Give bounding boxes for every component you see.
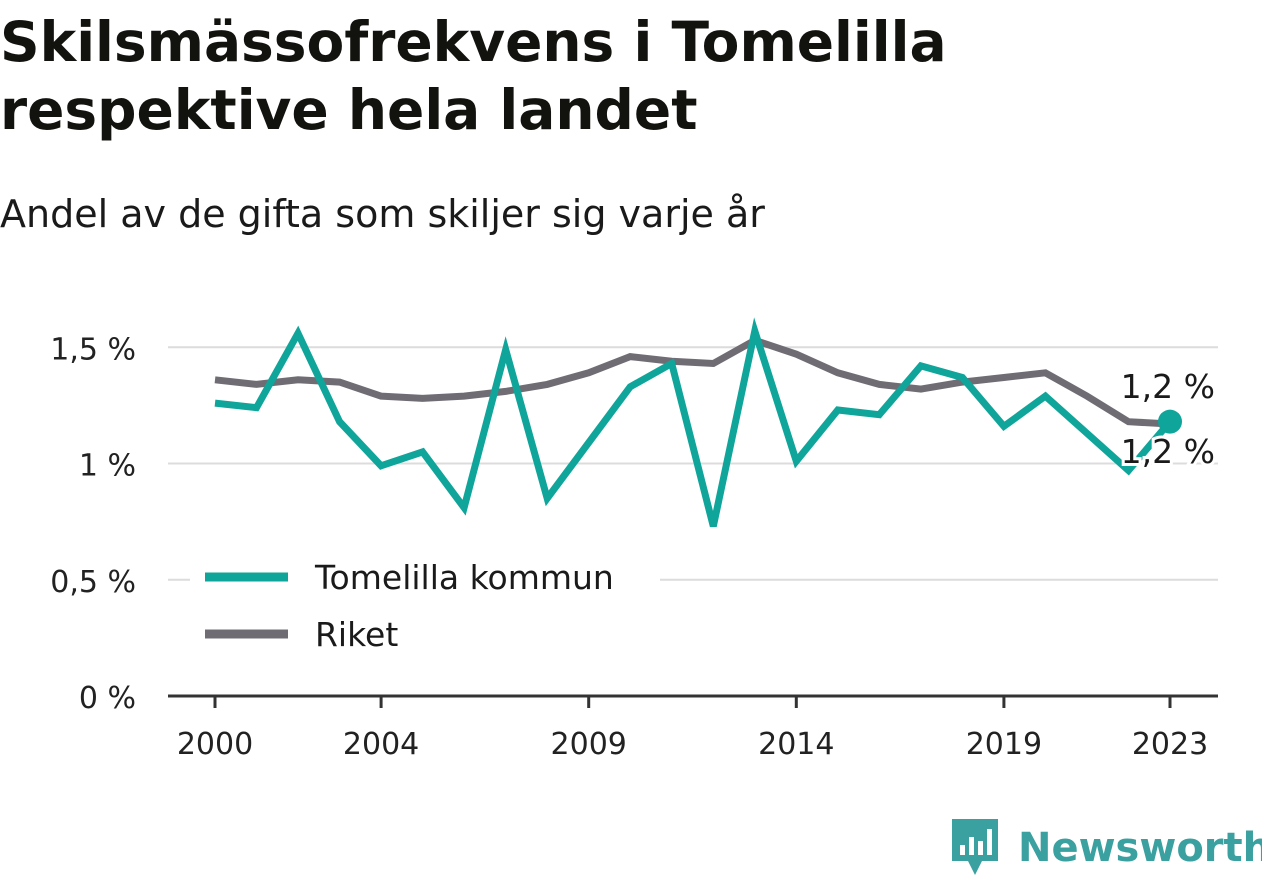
y-tick-label: 0,5 % xyxy=(50,565,136,600)
y-tick-label: 1 % xyxy=(79,449,136,484)
newsworthy-logo: Newsworthy xyxy=(950,818,1262,878)
x-tick-label: 2014 xyxy=(758,727,834,762)
series-line-tomelilla xyxy=(214,317,1173,528)
end-value-label: 1,2 % xyxy=(1121,367,1215,406)
series-end-point xyxy=(1158,409,1182,434)
legend-background xyxy=(190,548,660,668)
legend-label: Tomelilla kommun xyxy=(314,558,614,597)
x-tick-label: 2000 xyxy=(177,727,253,762)
legend-label: Riket xyxy=(315,615,398,654)
newsworthy-logo-icon xyxy=(952,819,998,875)
x-tick-label: 2019 xyxy=(966,727,1042,762)
y-tick-label: 1,5 % xyxy=(50,332,136,367)
x-tick-label: 2023 xyxy=(1132,727,1208,762)
series-line-riket xyxy=(214,336,1171,428)
chart-title: Skilsmässofrekvens i Tomelilla respektiv… xyxy=(0,10,947,142)
x-tick-label: 2004 xyxy=(343,727,419,762)
x-tick-label: 2009 xyxy=(551,727,627,762)
legend: Tomelilla kommun Riket xyxy=(190,548,660,668)
y-tick-label: 0 % xyxy=(79,681,136,716)
newsworthy-logo-text: Newsworthy xyxy=(1018,825,1262,871)
end-value-label: 1,2 % xyxy=(1121,432,1215,471)
chart-subtitle: Andel av de gifta som skiljer sig varje … xyxy=(0,192,765,236)
